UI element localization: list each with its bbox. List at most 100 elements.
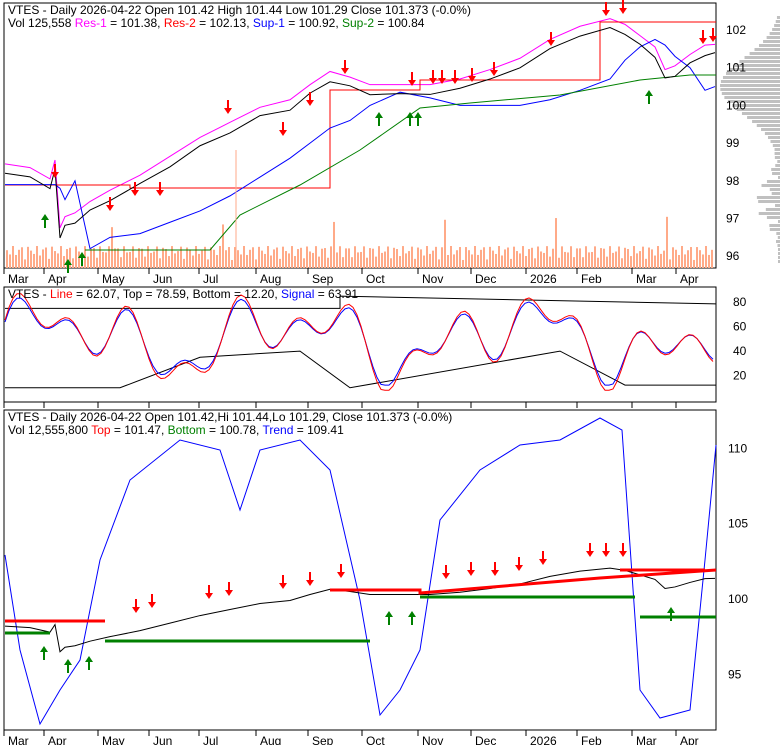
buy-arrow-icon — [414, 112, 422, 126]
volume-bar — [39, 255, 41, 268]
volume-profile-bar — [759, 44, 780, 47]
volume-bar — [165, 249, 167, 268]
x-tick-label: Oct — [366, 734, 385, 745]
volume-bar — [243, 246, 245, 268]
volume-bar — [705, 246, 707, 268]
volume-bar — [552, 248, 554, 268]
volume-bar — [615, 251, 617, 268]
stochastic-panel: 80 60 40 20 — [3, 286, 747, 408]
volume-bar — [669, 259, 671, 268]
volume-bar — [408, 251, 410, 268]
volume-bar — [219, 246, 221, 268]
sell-arrow-icon — [306, 92, 314, 106]
sell-arrow-icon — [547, 32, 555, 46]
volume-bar — [555, 218, 557, 268]
x-tick-label: Apr — [680, 272, 699, 286]
sup1-line — [5, 38, 716, 250]
y-tick-label: 102 — [726, 23, 746, 37]
price-line — [4, 27, 716, 239]
volume-bar — [549, 256, 551, 268]
volume-bar — [129, 251, 131, 268]
buy-arrow-icon — [78, 252, 86, 266]
sell-arrow-icon — [451, 70, 459, 84]
volume-bar — [36, 246, 38, 268]
volume-bar — [513, 246, 515, 268]
volume-bar — [516, 251, 518, 268]
volume-bar — [570, 246, 572, 268]
y-tick-label: 40 — [733, 344, 747, 358]
volume-bar — [48, 258, 50, 268]
volume-bar — [78, 251, 80, 268]
volume-bar — [183, 258, 185, 268]
volume-bar — [618, 246, 620, 268]
trend-line — [4, 417, 717, 726]
sell-arrow-icon — [306, 572, 314, 586]
volume-profile-bar — [764, 132, 780, 135]
volume-bar — [135, 257, 137, 268]
volume-bar — [483, 247, 485, 268]
y-tick-label: 80 — [733, 295, 747, 309]
buy-arrow-icon — [406, 112, 414, 126]
volume-bar — [708, 254, 710, 268]
sell-arrow-icon — [205, 585, 213, 599]
volume-bar — [189, 249, 191, 268]
volume-bar — [387, 246, 389, 268]
volume-bar — [324, 248, 326, 268]
volume-bar — [12, 246, 14, 268]
x-tick-label: Nov — [422, 272, 443, 286]
volume-bar — [378, 246, 380, 268]
volume-bar — [120, 257, 122, 268]
volume-bar — [345, 248, 347, 268]
volume-bar — [117, 248, 119, 268]
volume-profile-bar — [756, 124, 780, 127]
volume-bar — [588, 252, 590, 268]
price-line — [4, 567, 716, 653]
volume-bar — [639, 251, 641, 268]
signal-line — [4, 297, 714, 386]
sell-arrow-icon — [224, 100, 232, 114]
volume-profile-bar — [741, 112, 780, 115]
volume-profile-bar — [778, 176, 780, 179]
volume-bar — [645, 258, 647, 268]
volume-profile-bar — [732, 104, 780, 107]
y-tick-label: 95 — [728, 667, 742, 681]
volume-bar — [231, 259, 233, 268]
volume-bar — [126, 252, 128, 268]
volume-profile-bar — [778, 256, 780, 259]
volume-profile-bar — [734, 64, 780, 67]
volume-bar — [660, 253, 662, 268]
x-tick-label: 2026 — [530, 734, 557, 745]
volume-bar — [198, 253, 200, 268]
volume-bar — [93, 248, 95, 268]
y-tick-label: 98 — [726, 174, 740, 188]
volume-bar — [27, 246, 29, 268]
sell-arrow-icon — [442, 565, 450, 579]
volume-profile-bar — [777, 244, 780, 247]
buy-arrow-icon — [40, 646, 48, 660]
panel1-title: VTES - Daily 2026-04-22 Open 101.42 High… — [8, 3, 471, 17]
x-tick-label: May — [102, 272, 125, 286]
volume-bar — [375, 256, 377, 268]
volume-bar — [282, 246, 284, 268]
volume-bar — [186, 247, 188, 268]
volume-bar — [6, 250, 8, 268]
panel1-legend: Vol 125,558 Res-1 = 101.38, Res-2 = 102.… — [8, 16, 425, 30]
x-tick-label: Apr — [48, 734, 67, 745]
x-tick-label: May — [102, 734, 125, 745]
volume-bar — [441, 247, 443, 268]
buy-arrow-icon — [375, 112, 383, 126]
volume-profile-bar — [778, 260, 780, 263]
volume-profile-bar — [721, 92, 780, 95]
volume-profile-bar — [747, 116, 780, 119]
volume-bar — [627, 249, 629, 268]
volume-bar — [222, 224, 224, 268]
volume-bar — [249, 249, 251, 268]
volume-bar — [600, 248, 602, 268]
volume-bar — [603, 248, 605, 268]
volume-bar — [642, 246, 644, 268]
x-tick-label: Jun — [153, 734, 172, 745]
x-tick-label: Oct — [366, 272, 385, 286]
volume-bar — [192, 255, 194, 268]
volume-bar — [564, 251, 566, 268]
